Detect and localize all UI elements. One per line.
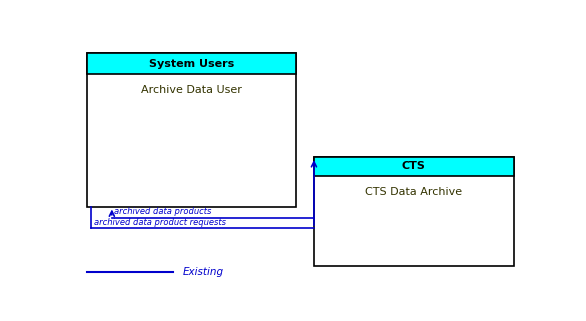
Text: CTS: CTS	[402, 161, 426, 171]
Text: archived data products: archived data products	[114, 207, 212, 216]
Text: CTS Data Archive: CTS Data Archive	[365, 187, 462, 197]
Bar	[87, 53, 296, 74]
Text: Existing: Existing	[182, 267, 223, 277]
Text: System Users: System Users	[149, 59, 234, 69]
Text: archived data product requests: archived data product requests	[94, 218, 226, 227]
Bar	[314, 157, 514, 266]
Bar	[87, 53, 296, 207]
Bar	[314, 157, 514, 176]
Text: Archive Data User: Archive Data User	[141, 85, 242, 95]
